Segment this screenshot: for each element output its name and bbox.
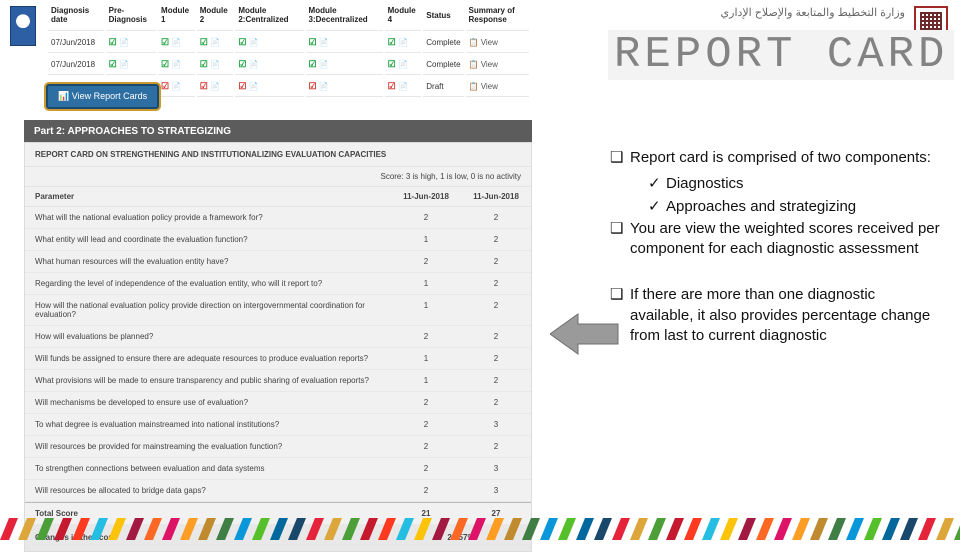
sdg-stripes xyxy=(0,518,960,540)
undp-logo xyxy=(10,6,36,46)
screenshot-panel: Diagnosis datePre-DiagnosisModule 1Modul… xyxy=(0,0,570,540)
table-row: 07/Jun/2018☑ 📄☑ 📄☑ 📄☑ 📄☑ 📄☑ 📄Complete📋 V… xyxy=(48,33,529,53)
view-report-cards-button[interactable]: 📊 View Report Cards xyxy=(46,84,159,109)
param-col-header: Parameter xyxy=(25,192,391,201)
bullet-icon: ❑ xyxy=(610,148,630,168)
bullet-icon: ❑ xyxy=(610,285,630,346)
bullet-icon: ❑ xyxy=(610,219,630,260)
note-1: Report card is comprised of two componen… xyxy=(630,148,931,168)
grid-col: Module 2:Centralized xyxy=(235,2,303,31)
grid-col: Pre-Diagnosis xyxy=(106,2,156,31)
grid-col: Diagnosis date xyxy=(48,2,104,31)
total-a: 21 xyxy=(391,509,461,518)
param-row: What entity will lead and coordinate the… xyxy=(25,229,531,251)
date-col-2: 11-Jun-2018 xyxy=(461,192,531,201)
param-row: What human resources will the evaluation… xyxy=(25,251,531,273)
grid-col: Module 4 xyxy=(385,2,422,31)
param-row: Regarding the level of independence of t… xyxy=(25,273,531,295)
grid-col: Module 3:Decentralized xyxy=(306,2,383,31)
total-b: 27 xyxy=(461,509,531,518)
param-row: How will evaluations be planned?22 xyxy=(25,326,531,348)
grid-col: Status xyxy=(423,2,463,31)
chart-icon: 📊 xyxy=(58,91,69,101)
notes-block: ❑ Report card is comprised of two compon… xyxy=(610,148,940,352)
param-row: Will resources be provided for mainstrea… xyxy=(25,436,531,458)
param-row: To strengthen connections between evalua… xyxy=(25,458,531,480)
check-icon: ✓ xyxy=(648,174,666,194)
check-icon: ✓ xyxy=(648,197,666,217)
param-row: Will funds be assigned to ensure there a… xyxy=(25,348,531,370)
param-row: To what degree is evaluation mainstreame… xyxy=(25,414,531,436)
table-row: 07/Jun/2018☑ 📄☑ 📄☑ 📄☑ 📄☑ 📄☑ 📄Complete📋 V… xyxy=(48,55,529,75)
total-label: Total Score xyxy=(25,509,391,518)
part-header: Part 2: APPROACHES TO STRATEGIZING xyxy=(24,120,532,143)
note-2: You are view the weighted scores receive… xyxy=(630,219,940,260)
note-1b: Approaches and strategizing xyxy=(666,197,856,217)
page-title: REPORT CARD xyxy=(608,30,954,80)
ministry-arabic-text: وزارة التخطيط والمتابعة والإصلاح الإداري xyxy=(721,6,905,19)
param-row: What provisions will be made to ensure t… xyxy=(25,370,531,392)
param-row: How will the national evaluation policy … xyxy=(25,295,531,326)
note-1a: Diagnostics xyxy=(666,174,744,194)
report-card-table: REPORT CARD ON STRENGTHENING AND INSTITU… xyxy=(24,142,532,552)
grid-col: Summary of Response xyxy=(466,2,529,31)
grid-col: Module 1 xyxy=(158,2,195,31)
param-row: Will resources be allocated to bridge da… xyxy=(25,480,531,502)
score-note: Score: 3 is high, 1 is low, 0 is no acti… xyxy=(25,167,531,187)
param-row: What will the national evaluation policy… xyxy=(25,207,531,229)
date-col-1: 11-Jun-2018 xyxy=(391,192,461,201)
view-report-cards-label: View Report Cards xyxy=(72,91,147,101)
grid-col: Module 2 xyxy=(197,2,234,31)
param-row: Will mechanisms be developed to ensure u… xyxy=(25,392,531,414)
note-3: If there are more than one diagnostic av… xyxy=(630,285,940,346)
report-card-title: REPORT CARD ON STRENGTHENING AND INSTITU… xyxy=(35,150,386,159)
